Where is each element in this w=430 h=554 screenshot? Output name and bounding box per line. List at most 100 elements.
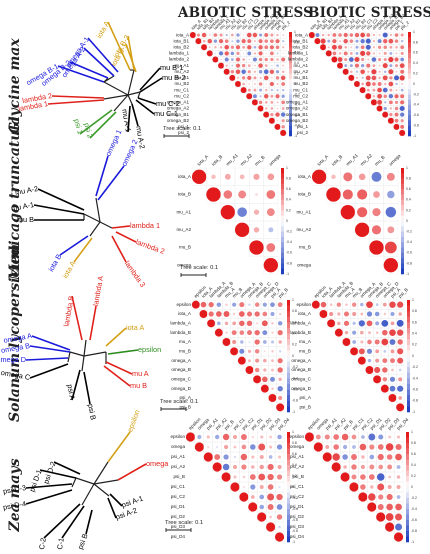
matrix-dot <box>374 339 380 345</box>
matrix-dot <box>381 319 389 327</box>
tree-leaf-label: mu C-1 <box>154 109 178 118</box>
colorbar-tick-label: 0.6 <box>411 452 416 456</box>
matrix-dot <box>344 57 348 62</box>
matrix-dot <box>271 387 274 390</box>
matrix-dot <box>400 124 405 129</box>
matrix-dot <box>400 94 405 99</box>
matrix-row-label: mu_B <box>299 349 311 354</box>
matrix-row-label: mu_A1 <box>174 63 189 68</box>
matrix-dot <box>389 385 396 392</box>
colorbar-tick-label: 1 <box>413 30 415 34</box>
matrix-dot <box>275 70 280 74</box>
matrix-dot <box>281 70 285 74</box>
matrix-dot <box>260 435 264 439</box>
matrix-dot <box>224 51 229 56</box>
colorbar-segment <box>281 194 284 201</box>
tree-scale-label: Tree scale: 0.1 <box>180 265 218 271</box>
matrix-dot <box>256 322 259 325</box>
matrix-dot <box>225 331 228 334</box>
tree-leaf-label: psi B <box>86 403 98 421</box>
matrix-dot <box>398 368 402 372</box>
matrix-dot <box>351 454 357 460</box>
matrix-dot <box>199 310 208 318</box>
tree-leaf-label: lambda 3 <box>123 259 148 289</box>
colorbar-segment <box>407 384 410 390</box>
matrix-dot <box>253 40 256 43</box>
matrix-dot <box>253 70 257 73</box>
matrix-dot <box>212 56 219 63</box>
colorbar-segment <box>406 459 409 466</box>
matrix-dot <box>251 465 255 469</box>
tree-leaf-branch <box>89 305 97 341</box>
matrix-dot <box>270 57 274 62</box>
matrix-dot <box>378 464 384 470</box>
matrix-dot <box>378 34 381 37</box>
matrix-dot <box>354 222 370 238</box>
colorbar-segment <box>408 52 411 59</box>
colorbar-tick-label: 0.8 <box>406 176 411 180</box>
colorbar-tick-label: 1 <box>406 166 408 170</box>
matrix-dot <box>360 302 364 307</box>
matrix-dot <box>277 385 283 392</box>
matrix-dot <box>399 129 406 136</box>
matrix-dot <box>361 435 365 439</box>
matrix-dot <box>352 445 356 449</box>
colorbar-segment <box>287 367 290 374</box>
colorbar-segment <box>407 300 410 306</box>
matrix-dot <box>271 64 273 67</box>
matrix-dot <box>241 63 246 68</box>
matrix-dot <box>327 33 331 37</box>
matrix-row-label: iota_B2 <box>173 44 189 49</box>
matrix-dot <box>250 484 256 490</box>
colorbar-segment <box>289 37 292 43</box>
corr-matrix-abiotic-0: iota_Aiota_Aiota_B1iota_B1iota_B2iota_B2… <box>167 12 300 138</box>
colorbar-segment <box>408 120 411 126</box>
matrix-dot <box>383 257 399 273</box>
matrix-dot <box>389 339 396 345</box>
tree-leaf-label: mu B-2 <box>162 73 186 82</box>
matrix-dot <box>311 300 320 309</box>
tree-leaf-label: lambda 2 <box>135 237 166 256</box>
matrix-dot <box>258 63 263 68</box>
matrix-row-label: lambda_B <box>290 330 311 335</box>
tree-branch <box>81 355 85 372</box>
tree-leaf-label: psi 1 <box>72 118 85 135</box>
matrix-dot <box>315 434 321 440</box>
matrix-dot <box>359 87 366 94</box>
matrix-dot <box>254 311 260 317</box>
matrix-dot <box>259 504 265 510</box>
colorbar-segment <box>407 322 410 329</box>
tree-leaf-label: iota A <box>60 259 77 279</box>
colorbar-segment <box>289 68 292 74</box>
matrix-dot <box>387 226 395 234</box>
matrix-dot <box>251 455 255 459</box>
colorbar-segment <box>281 221 284 227</box>
matrix-dot <box>281 57 286 62</box>
matrix-dot <box>337 45 343 50</box>
matrix-dot <box>263 69 269 75</box>
matrix-row-label: psi_D1 <box>171 504 186 509</box>
matrix-dot <box>400 100 405 105</box>
colorbar-segment <box>407 333 410 340</box>
matrix-row-label: psi_A1 <box>290 454 304 459</box>
matrix-dot <box>276 82 279 86</box>
matrix-row-label: iota_A <box>298 311 312 316</box>
colorbar-segment <box>406 503 409 510</box>
matrix-row-label: mu_B2 <box>293 81 308 86</box>
matrix-dot <box>377 99 383 105</box>
colorbar-segment <box>287 487 290 493</box>
colorbar-tick-label: 0 <box>292 354 294 358</box>
matrix-dot <box>216 311 222 317</box>
matrix-dot <box>265 88 268 92</box>
colorbar-tick-label: 0.4 <box>286 198 291 202</box>
tree-leaf-label: epsilon <box>138 345 161 354</box>
matrix-dot <box>357 356 366 365</box>
colorbar-tick-label: 1 <box>411 430 413 434</box>
matrix-row-label: epsilon <box>289 434 304 439</box>
matrix-dot <box>383 106 387 111</box>
matrix-dot <box>224 173 231 180</box>
tree-leaf-branch <box>69 61 109 79</box>
matrix-dot <box>385 522 395 532</box>
tree-leaf-branch <box>107 431 131 463</box>
matrix-dot <box>254 339 260 345</box>
